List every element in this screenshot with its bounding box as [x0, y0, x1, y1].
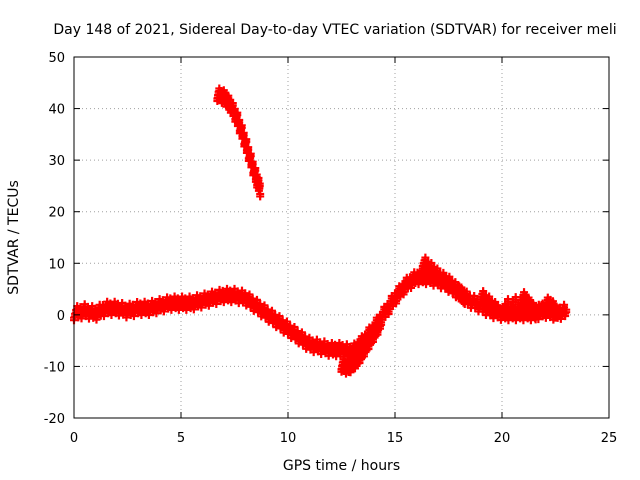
data-point: [376, 324, 385, 333]
data-point: [255, 182, 264, 191]
axis-ticks: 0 5 10 15 20 25 -20 -10 0 10 20 30 40 50: [44, 51, 618, 446]
y-tick-label: -20: [44, 412, 65, 427]
y-tick-label: 0: [57, 309, 65, 324]
y-axis-label: SDTVAR / TECUs: [6, 180, 22, 295]
data-point: [550, 303, 559, 312]
data-point: [246, 152, 255, 161]
x-tick-label: 15: [387, 431, 404, 446]
data-point: [536, 311, 545, 320]
data-points: [70, 84, 571, 378]
data-point: [237, 123, 246, 132]
x-tick-label: 20: [494, 431, 511, 446]
y-tick-label: 40: [48, 103, 65, 118]
data-point: [532, 312, 541, 321]
series-peak-upper-branch: [418, 253, 470, 308]
x-tick-label: 5: [177, 431, 185, 446]
data-point: [242, 137, 251, 146]
x-axis-label: GPS time / hours: [283, 458, 400, 474]
y-tick-label: -10: [44, 360, 65, 375]
data-point: [233, 111, 242, 120]
y-tick-label: 50: [48, 51, 65, 66]
chart-title: Day 148 of 2021, Sidereal Day-to-day VTE…: [53, 22, 616, 38]
data-point: [514, 303, 523, 312]
data-point: [506, 305, 515, 314]
data-point: [551, 313, 560, 322]
series-late-spurs: [476, 287, 560, 324]
x-tick-label: 0: [70, 431, 78, 446]
data-point: [562, 308, 571, 317]
y-tick-label: 20: [48, 206, 65, 221]
x-tick-label: 25: [601, 431, 618, 446]
series-dip-lower-branch: [337, 314, 385, 378]
grid: [74, 57, 609, 418]
data-point: [461, 297, 470, 306]
y-tick-label: 10: [48, 257, 65, 272]
plot-frame: [73, 56, 610, 419]
y-tick-label: 30: [48, 154, 65, 169]
data-point: [496, 312, 505, 321]
data-point: [256, 192, 265, 201]
x-tick-label: 10: [280, 431, 297, 446]
data-point: [498, 307, 507, 316]
data-point: [539, 310, 548, 319]
series-upper-branch: [213, 84, 265, 201]
data-point: [459, 290, 468, 299]
